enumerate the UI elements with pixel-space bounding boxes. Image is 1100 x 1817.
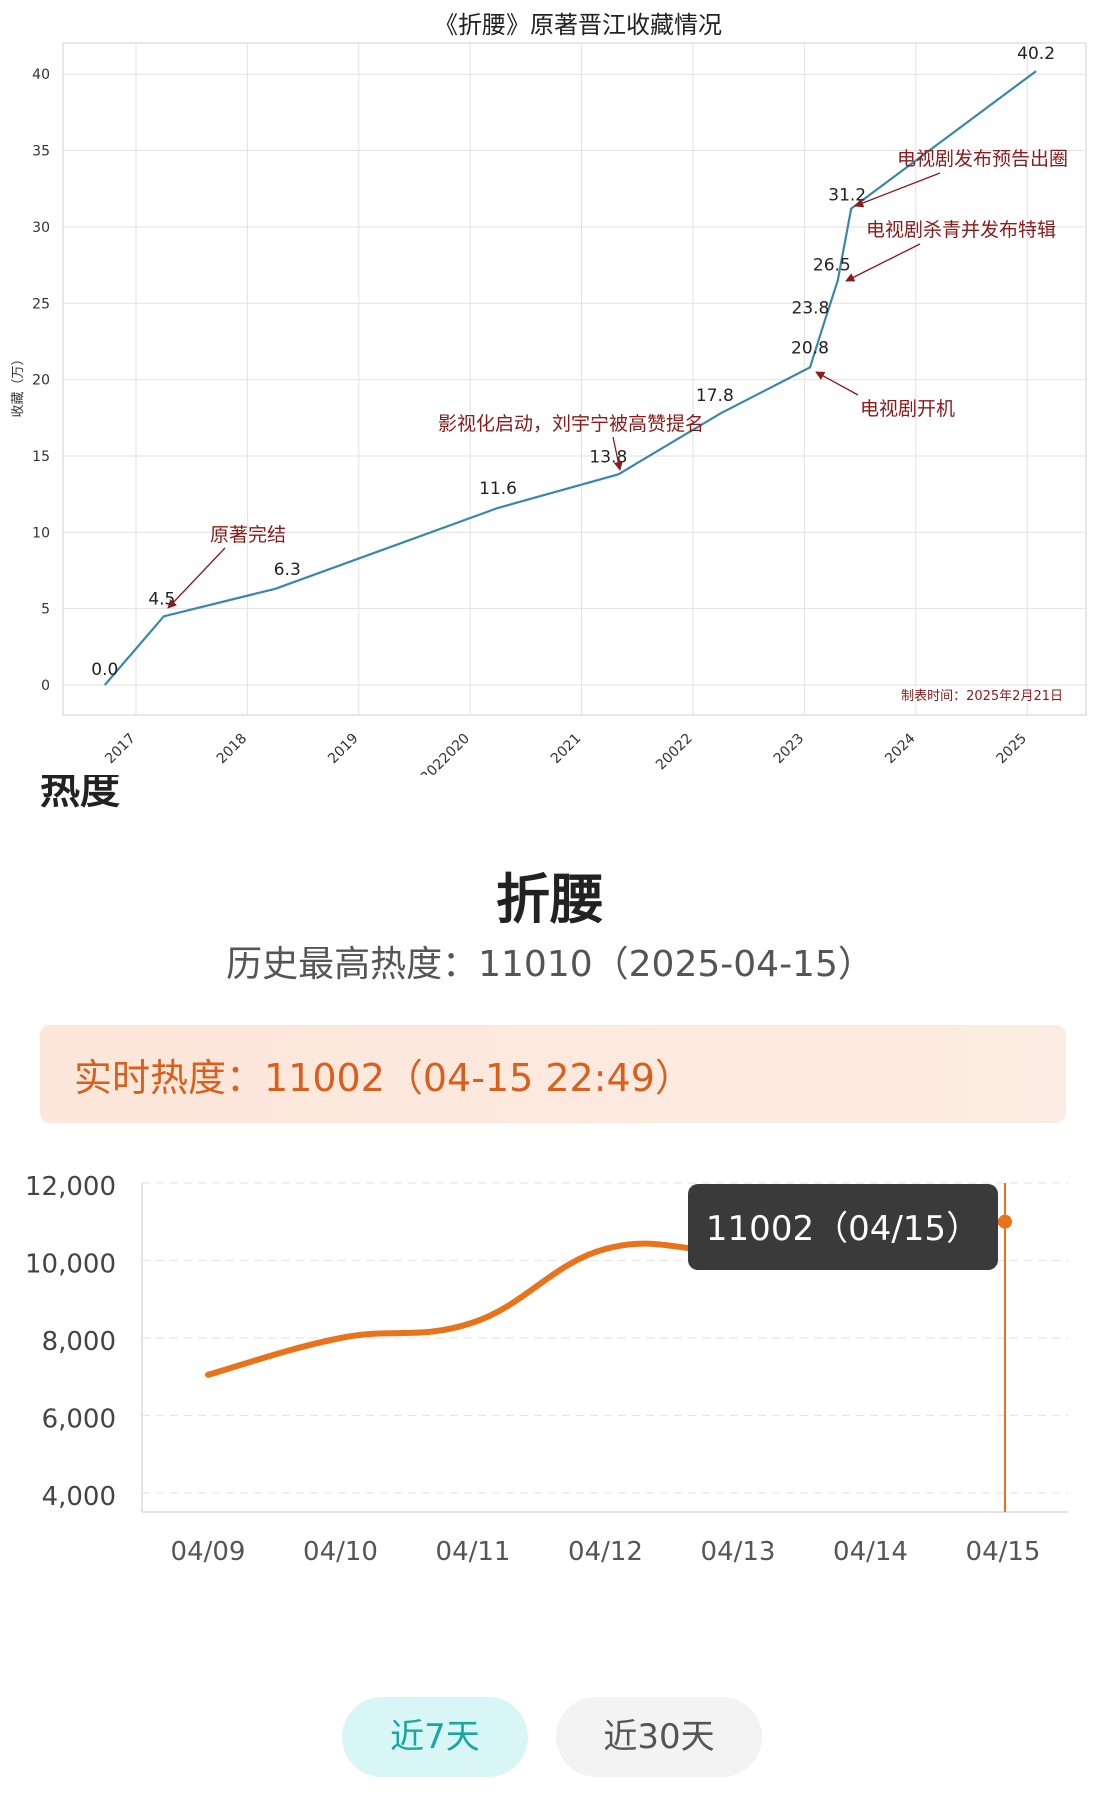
tooltip-box	[688, 1184, 998, 1270]
y-tick-label: 15	[32, 449, 50, 465]
clipped-section-heading: 热度	[40, 775, 120, 813]
heat-x-tick-label: 04/11	[436, 1537, 511, 1567]
y-tick-label: 35	[32, 144, 50, 160]
y-tick-label: 0	[41, 678, 50, 694]
y-tick-label: 20	[32, 373, 50, 389]
y-tick-label: 5	[41, 602, 50, 618]
history-max-heat: 历史最高热度：11010（2025-04-15）	[226, 944, 874, 985]
heat-x-tick-label: 04/09	[171, 1537, 246, 1567]
realtime-heat-banner: 实时热度：11002（04-15 22:49）	[40, 1025, 1066, 1123]
x-tick-label: 2021	[548, 731, 585, 768]
data-label: 20.8	[791, 338, 829, 358]
data-label: 4.5	[148, 589, 175, 609]
x-tick-label: 20022	[653, 731, 696, 774]
annotation-text: 电视剧开机	[860, 398, 955, 420]
x-tick-label: 2024	[882, 730, 919, 767]
data-label: 13.8	[589, 447, 627, 467]
heat-y-tick-label: 4,000	[42, 1482, 116, 1512]
annotation-arrow	[167, 547, 226, 609]
x-tick-label: 2019	[325, 731, 362, 768]
annotation-text: 影视化启动，刘宇宁被高赞提名	[438, 413, 704, 435]
y-tick-label: 30	[32, 220, 50, 236]
data-label: 11.6	[479, 479, 517, 499]
data-label: 0.0	[91, 660, 118, 680]
data-label: 26.5	[813, 255, 851, 275]
heat-y-tick-label: 12,000	[25, 1172, 116, 1202]
x-tick-label: 2023	[771, 731, 808, 768]
x-tick-label: 2017	[102, 731, 139, 768]
chart-footnote: 制表时间：2025年2月21日	[901, 689, 1063, 704]
data-label: 40.2	[1017, 44, 1055, 64]
annotation-text: 电视剧杀青并发布特辑	[866, 219, 1056, 241]
heat-panel: 热度 折腰 历史最高热度：11010（2025-04-15） 实时热度：1100…	[0, 775, 1100, 1817]
data-label: 23.8	[792, 299, 830, 319]
data-label: 17.8	[696, 386, 734, 406]
heat-x-tick-label: 04/13	[701, 1537, 776, 1567]
heat-x-tick-label: 04/15	[966, 1537, 1041, 1567]
plot-frame	[62, 42, 1087, 716]
x-tick-label: 2022020	[418, 731, 473, 775]
heat-x-tick-label: 04/12	[568, 1537, 643, 1567]
heat-line-chart[interactable]: 4,000 6,000 8,000 10,000 12,000 04/09 04/10 04/…	[0, 775, 1100, 1595]
annotation-arrow	[845, 243, 921, 282]
annotation-arrow	[815, 371, 859, 396]
annotation-arrow	[612, 436, 623, 471]
tooltip-point	[998, 1214, 1012, 1229]
x-tick-label: 2018	[214, 731, 251, 768]
range-7-days-button[interactable]: 近7天	[342, 1697, 528, 1777]
range-selector: 近7天 近30天	[0, 1697, 1100, 1777]
heat-x-tick-label: 04/14	[833, 1537, 908, 1567]
range-30-days-button[interactable]: 近30天	[556, 1697, 762, 1777]
heat-y-tick-label: 10,000	[25, 1250, 116, 1280]
collection-series-line	[103, 70, 1037, 686]
chart-title: 《折腰》原著晋江收藏情况	[434, 11, 722, 39]
data-label: 6.3	[274, 560, 301, 580]
tooltip-text: 11002（04/15）	[706, 1209, 980, 1249]
y-tick-label: 40	[32, 67, 50, 83]
annotation-text: 原著完结	[210, 524, 286, 546]
collection-chart-panel: 《折腰》原著晋江收藏情况 0 5 10 15 20 25 30 35 40 2017 2018 2019…	[0, 0, 1100, 786]
y-tick-label: 25	[32, 296, 50, 312]
data-label: 31.2	[828, 186, 866, 206]
annotation-arrow	[854, 172, 941, 208]
heat-y-tick-label: 8,000	[42, 1327, 116, 1357]
realtime-heat-text: 实时热度：11002（04-15 22:49）	[74, 1056, 693, 1100]
heat-y-tick-label: 6,000	[42, 1405, 116, 1435]
heat-x-tick-label: 04/10	[303, 1537, 378, 1567]
novel-title: 折腰	[496, 868, 604, 931]
tooltip: 11002（04/15）	[688, 1184, 998, 1270]
y-axis-label: 收藏（万）	[11, 352, 26, 417]
annotation-text: 电视剧发布预告出圈	[897, 148, 1068, 170]
y-tick-label: 10	[32, 525, 50, 541]
x-tick-label: 2025	[994, 731, 1031, 768]
